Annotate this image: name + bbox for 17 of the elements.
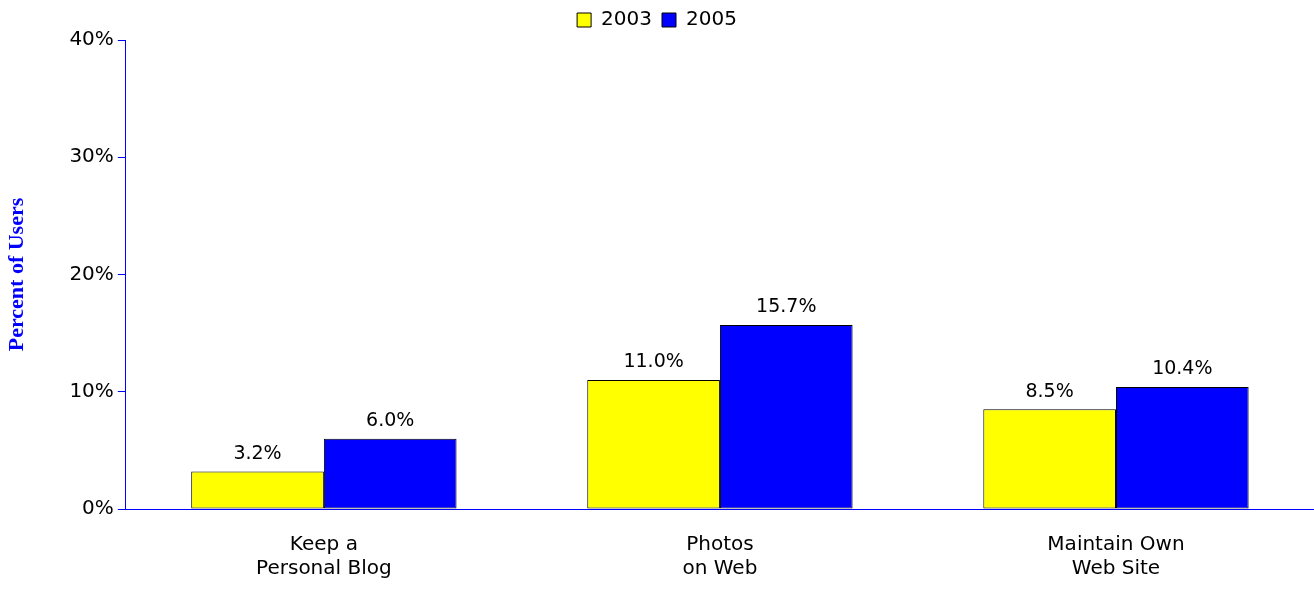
x-tick-label: Maintain Own Web Site (1047, 531, 1185, 580)
data-label: 11.0% (623, 349, 684, 372)
data-label: 10.4% (1152, 356, 1213, 379)
data-label: 8.5% (1025, 378, 1074, 401)
y-axis-title: Percent of Users (2, 197, 28, 352)
y-tick-label: 30% (69, 143, 114, 168)
x-tick-label: Photos on Web (682, 531, 758, 580)
y-tick-label: 0% (82, 495, 114, 520)
data-label: 6.0% (366, 408, 415, 431)
y-tick-label: 40% (69, 26, 114, 51)
y-tick-label: 10% (69, 377, 114, 402)
y-tick-label: 20% (69, 260, 114, 285)
data-label: 3.2% (233, 440, 282, 463)
legend-label: 2005 (686, 6, 737, 31)
x-tick-label: Keep a Personal Blog (256, 531, 392, 580)
legend-label: 2003 (601, 6, 653, 31)
data-label: 15.7% (756, 294, 817, 317)
